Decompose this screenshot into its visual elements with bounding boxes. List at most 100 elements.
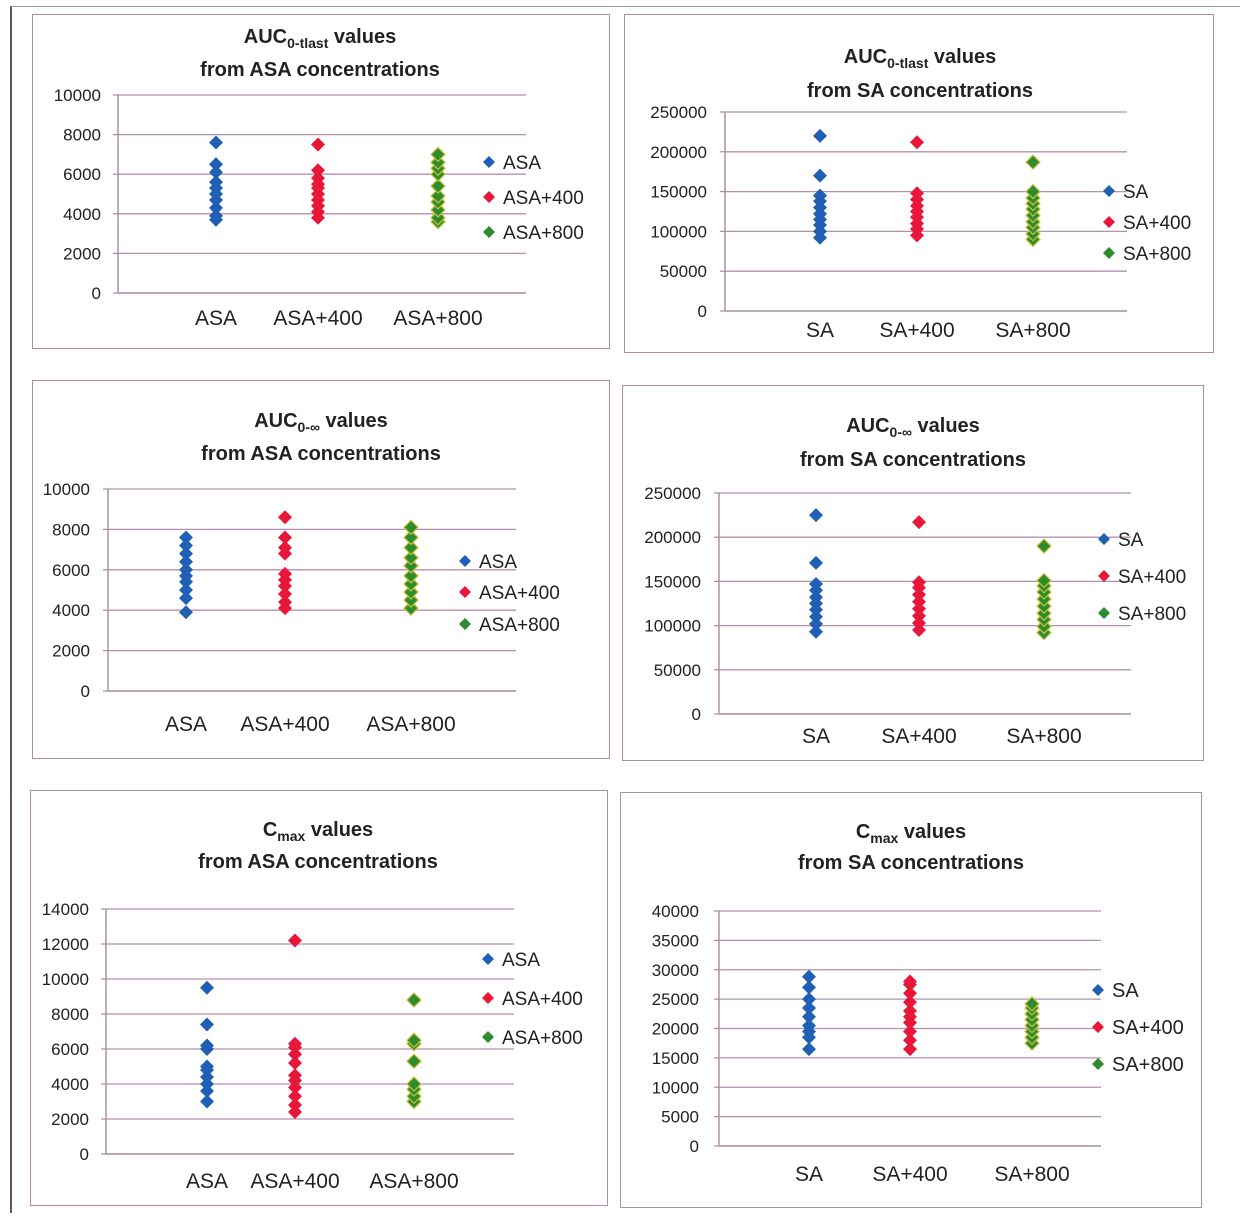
data-point — [311, 163, 325, 178]
y-tick-label: 6000 — [52, 561, 90, 580]
y-tick-label: 20000 — [652, 1020, 699, 1039]
data-point — [278, 530, 292, 545]
data-point — [179, 605, 193, 620]
x-category-label: ASA+800 — [393, 307, 482, 330]
data-point — [802, 1009, 816, 1024]
data-point — [209, 165, 223, 180]
data-point — [903, 974, 917, 989]
data-point — [179, 562, 193, 577]
data-point — [200, 1059, 214, 1074]
legend-label: SA+800 — [1118, 604, 1186, 625]
y-tick-label: 0 — [690, 1137, 699, 1156]
y-tick-label: 0 — [698, 302, 707, 321]
data-point — [813, 188, 827, 203]
y-tick-label: 2000 — [51, 1110, 89, 1129]
data-point — [403, 539, 419, 556]
data-point — [1036, 572, 1052, 589]
series-1 — [912, 515, 926, 638]
chart-panel-auc-tlast-asa: AUC0-tlast values from ASA concentrations… — [32, 14, 610, 349]
data-point — [403, 549, 419, 566]
x-category-label: SA — [802, 725, 830, 748]
legend-marker — [1098, 570, 1110, 582]
series-2 — [1024, 995, 1040, 1052]
series-1 — [910, 135, 924, 243]
chart-title: Cmax values — [856, 821, 966, 846]
x-category-label: SA+800 — [994, 1163, 1069, 1186]
chart-title-main: AUC — [244, 26, 287, 48]
legend-marker — [1098, 607, 1110, 619]
legend-marker — [482, 1031, 494, 1043]
chart-subtitle: from SA concentrations — [798, 852, 1024, 874]
data-point — [200, 1094, 214, 1109]
data-point — [802, 1000, 816, 1015]
legend-label: ASA+800 — [479, 615, 560, 636]
data-point — [179, 538, 193, 553]
data-point — [288, 1098, 302, 1112]
x-category-label: ASA+800 — [369, 1170, 458, 1193]
data-point — [278, 510, 292, 525]
data-point — [278, 595, 292, 610]
chart-title-main: AUC — [846, 415, 889, 437]
data-point — [910, 135, 924, 150]
y-tick-label: 250000 — [644, 484, 701, 503]
x-category-label: SA+400 — [879, 319, 954, 342]
data-point — [809, 609, 823, 624]
x-category-label: ASA+400 — [240, 713, 329, 736]
y-tick-label: 15000 — [652, 1049, 699, 1068]
data-point — [912, 594, 926, 609]
chart-title-main: AUC — [844, 46, 887, 68]
x-category-label: ASA+400 — [273, 307, 362, 330]
y-tick-label: 8000 — [63, 126, 101, 145]
x-category-label: SA+400 — [881, 725, 956, 748]
data-point — [209, 208, 223, 223]
y-tick-label: 0 — [92, 284, 101, 303]
page-border — [10, 6, 1240, 1213]
legend-label: ASA — [479, 552, 517, 573]
data-point — [288, 1068, 302, 1083]
y-tick-label: 8000 — [52, 520, 90, 539]
data-point — [430, 178, 446, 194]
data-point — [912, 623, 926, 638]
legend-label: SA — [1118, 530, 1144, 551]
chart-title-main: AUC — [254, 410, 297, 432]
chart-title-subscript: 0-tlast — [287, 35, 329, 51]
chart-title-rest: values — [898, 821, 966, 843]
y-tick-label: 0 — [692, 705, 701, 724]
data-point — [1025, 154, 1041, 170]
series-0 — [809, 508, 823, 639]
data-point — [403, 568, 419, 584]
data-point — [278, 566, 292, 581]
data-point — [311, 171, 325, 186]
chart-title-rest: values — [320, 410, 388, 432]
data-point — [403, 576, 419, 592]
legend-marker — [482, 992, 494, 1004]
series-0 — [179, 530, 193, 620]
data-point — [430, 201, 446, 218]
data-point — [802, 980, 816, 995]
y-tick-label: 150000 — [650, 183, 707, 202]
series-0 — [200, 980, 214, 1109]
chart-svg: Cmax values from SA concentrations 0 5000 10… — [652, 821, 1184, 1186]
x-category-label: ASA — [195, 307, 237, 330]
y-tick-label: 0 — [81, 682, 90, 701]
data-point — [802, 969, 816, 984]
chart-title-main: C — [856, 821, 870, 843]
data-point — [403, 600, 419, 617]
chart-title: AUC0-tlast values — [844, 46, 996, 71]
y-tick-label: 50000 — [654, 661, 701, 680]
chart-panel-cmax-sa: Cmax values from SA concentrations 0 5000 10… — [620, 792, 1202, 1208]
data-point — [912, 608, 926, 623]
data-point — [209, 175, 223, 190]
chart-svg: AUC0-∞ values from ASA concentrations 0 200… — [43, 410, 560, 736]
series-0 — [209, 135, 223, 227]
data-point — [403, 592, 419, 608]
legend-marker — [1092, 984, 1104, 996]
data-point — [809, 616, 823, 631]
chart-panel-auc-inf-asa: AUC0-∞ values from ASA concentrations 0 200… — [32, 380, 610, 759]
legend-label: ASA+800 — [502, 1028, 583, 1049]
legend-label: SA — [1112, 980, 1139, 1002]
legend-marker — [1092, 1021, 1104, 1033]
chart-subtitle: from SA concentrations — [807, 80, 1033, 102]
y-tick-label: 150000 — [644, 572, 701, 591]
data-point — [903, 986, 917, 1001]
